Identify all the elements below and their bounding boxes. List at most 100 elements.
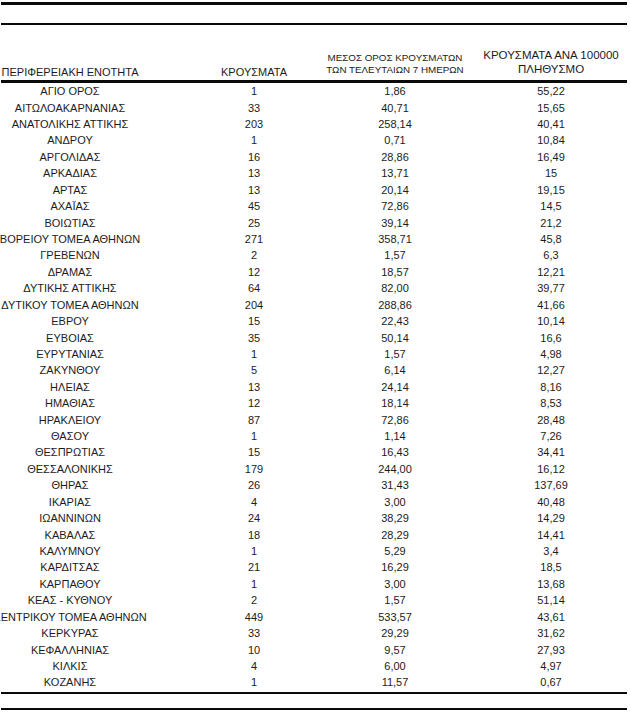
table-row: ΔΥΤΙΚΗΣ ΑΤΤΙΚΗΣ6482,0039,77 (0, 280, 630, 296)
table-cell-per100k: 16,49 (537, 151, 565, 163)
table-cell-region: ΕΥΡΥΤΑΝΙΑΣ (36, 348, 104, 360)
table-cell-cases: 449 (245, 611, 263, 623)
table-cell-region: ΙΩΑΝΝΙΝΩΝ (39, 512, 101, 524)
table-cell-cases: 15 (248, 315, 260, 327)
table-cell-region: ΚΑΡΠΑΘΟΥ (39, 578, 100, 590)
table-row: ΙΚΑΡΙΑΣ43,0040,48 (0, 494, 630, 510)
table-cell-avg7: 24,14 (381, 381, 409, 393)
table-cell-per100k: 55,22 (537, 85, 565, 97)
table-cell-cases: 1 (251, 676, 257, 688)
column-header-per-100000-line2: ΠΛΗΘΥΣΜΟ (483, 63, 618, 77)
table-row: ΘΕΣΣΑΛΟΝΙΚΗΣ179244,0016,12 (0, 461, 630, 477)
table-cell-region: ΕΒΡΟΥ (51, 315, 89, 327)
table-cell-cases: 16 (248, 151, 260, 163)
table-rows: ΑΓΙΟ ΟΡΟΣ11,8655,22ΑΙΤΩΛΟΑΚΑΡΝΑΝΙΑΣ3340,… (0, 83, 630, 691)
table-cell-region: ΙΚΑΡΙΑΣ (49, 496, 91, 508)
table-cell-cases: 1 (251, 348, 257, 360)
table-cell-per100k: 19,15 (537, 184, 565, 196)
table-cell-per100k: 137,69 (534, 479, 568, 491)
table-cell-cases: 2 (251, 594, 257, 606)
table-cell-avg7: 28,29 (381, 529, 409, 541)
table-cell-cases: 13 (248, 184, 260, 196)
column-header-cases: ΚΡΟΥΣΜΑΤΑ (221, 66, 287, 79)
table-row: ΚΟΖΑΝΗΣ111,570,67 (0, 674, 630, 690)
table-cell-cases: 21 (248, 561, 260, 573)
table-row: ΙΩΑΝΝΙΝΩΝ2438,2914,29 (0, 510, 630, 526)
column-header-7day-average: ΜΕΣΟΣ ΟΡΟΣ ΚΡΟΥΣΜΑΤΩΝ ΤΩΝ ΤΕΛΕΥΤΑΙΩΝ 7 Η… (326, 52, 463, 75)
table-row: ΓΡΕΒΕΝΩΝ21,576,3 (0, 247, 630, 263)
table-cell-cases: 1 (251, 430, 257, 442)
table-cell-cases: 18 (248, 529, 260, 541)
table-row: ΚΙΛΚΙΣ46,004,97 (0, 658, 630, 674)
table-cell-region: ΓΡΕΒΕΝΩΝ (40, 249, 100, 261)
table-cell-cases: 12 (248, 397, 260, 409)
table-cell-region: ΘΑΣΟΥ (51, 430, 89, 442)
table-cell-per100k: 8,53 (540, 397, 561, 409)
table-cell-cases: 1 (251, 85, 257, 97)
table-cell-region: ΗΛΕΙΑΣ (50, 381, 90, 393)
table-cell-avg7: 16,29 (381, 561, 409, 573)
table-cell-region: ΕΥΒΟΙΑΣ (46, 332, 94, 344)
table-cell-avg7: 50,14 (381, 332, 409, 344)
table-cell-cases: 5 (251, 364, 257, 376)
table-row: ΗΜΑΘΙΑΣ1218,148,53 (0, 395, 630, 411)
table-cell-region: ΚΑΛΥΜΝΟΥ (39, 545, 100, 557)
table-cell-per100k: 39,77 (537, 282, 565, 294)
table-row: ΚΑΒΑΛΑΣ1828,2914,41 (0, 526, 630, 542)
table-cell-cases: 12 (248, 266, 260, 278)
table-cell-avg7: 18,14 (381, 397, 409, 409)
table-cell-region: ΚΟΖΑΝΗΣ (44, 676, 96, 688)
table-row: ΔΡΑΜΑΣ1218,5712,21 (0, 264, 630, 280)
table-cell-avg7: 29,29 (381, 627, 409, 639)
table-row: ΚΕΑΣ - ΚΥΘΝΟΥ21,5751,14 (0, 592, 630, 608)
table-cell-cases: 1 (251, 578, 257, 590)
table-row: ΑΝΔΡΟΥ10,7110,84 (0, 132, 630, 148)
table-row: ΑΝΑΤΟΛΙΚΗΣ ΑΤΤΙΚΗΣ203258,1440,41 (0, 116, 630, 132)
table-row: ΘΑΣΟΥ11,147,26 (0, 428, 630, 444)
table-cell-region: ΚΕΑΣ - ΚΥΘΝΟΥ (28, 594, 113, 606)
table-row: ΑΡΤΑΣ1320,1419,15 (0, 182, 630, 198)
table-cell-region: ΑΡΓΟΛΙΔΑΣ (40, 151, 101, 163)
table-cell-cases: 26 (248, 479, 260, 491)
table-cell-per100k: 41,66 (537, 299, 565, 311)
table-row: ΚΕΝΤΡΙΚΟΥ ΤΟΜΕΑ ΑΘΗΝΩΝ449533,5743,61 (0, 609, 630, 625)
table-row: ΘΕΣΠΡΩΤΙΑΣ1516,4334,41 (0, 444, 630, 460)
table-cell-avg7: 22,43 (381, 315, 409, 327)
table-cell-cases: 1 (251, 545, 257, 557)
bottom-rule-1 (1, 692, 627, 695)
table-cell-region: ΑΙΤΩΛΟΑΚΑΡΝΑΝΙΑΣ (15, 102, 125, 114)
table-cell-per100k: 21,2 (540, 217, 561, 229)
table-row: ΒΟΙΩΤΙΑΣ2539,1421,2 (0, 214, 630, 230)
table-cell-cases: 10 (248, 644, 260, 656)
table-cell-cases: 4 (251, 496, 257, 508)
table-cell-avg7: 6,14 (384, 364, 405, 376)
table-cell-region: ΑΡΚΑΔΙΑΣ (43, 167, 97, 179)
table-cell-per100k: 45,8 (540, 233, 561, 245)
table-cell-avg7: 3,00 (384, 496, 405, 508)
table-cell-region: ΒΟΡΕΙΟΥ ΤΟΜΕΑ ΑΘΗΝΩΝ (0, 233, 140, 245)
table-row: ΑΓΙΟ ΟΡΟΣ11,8655,22 (0, 83, 630, 99)
table-cell-region: ΚΕΡΚΥΡΑΣ (41, 627, 98, 639)
table-cell-region: ΒΟΙΩΤΙΑΣ (44, 217, 95, 229)
table-cell-region: ΔΥΤΙΚΟΥ ΤΟΜΕΑ ΑΘΗΝΩΝ (1, 299, 138, 311)
table-cell-per100k: 14,5 (540, 200, 561, 212)
table-cell-cases: 35 (248, 332, 260, 344)
table-cell-avg7: 20,14 (381, 184, 409, 196)
table-cell-cases: 45 (248, 200, 260, 212)
table-cell-cases: 1 (251, 134, 257, 146)
table-cell-cases: 33 (248, 102, 260, 114)
table-cell-per100k: 14,29 (537, 512, 565, 524)
table-cell-avg7: 39,14 (381, 217, 409, 229)
table-cell-per100k: 16,6 (540, 332, 561, 344)
table-cell-cases: 15 (248, 446, 260, 458)
table-cell-region: ΑΧΑΪΑΣ (50, 200, 89, 212)
table-cell-region: ΚΕΝΤΡΙΚΟΥ ΤΟΜΕΑ ΑΘΗΝΩΝ (0, 611, 147, 623)
bottom-rule-2 (1, 708, 627, 710)
table-cell-per100k: 15 (545, 167, 557, 179)
table-cell-per100k: 18,5 (540, 561, 561, 573)
table-row: ΕΥΒΟΙΑΣ 35 50,14 16,6 (0, 329, 630, 345)
table-cell-region: ΚΑΡΔΙΤΣΑΣ (40, 561, 99, 573)
top-rule-1 (1, 2, 627, 5)
table-row: ΚΑΡΠΑΘΟΥ13,0013,68 (0, 576, 630, 592)
table-cell-cases: 2 (251, 249, 257, 261)
